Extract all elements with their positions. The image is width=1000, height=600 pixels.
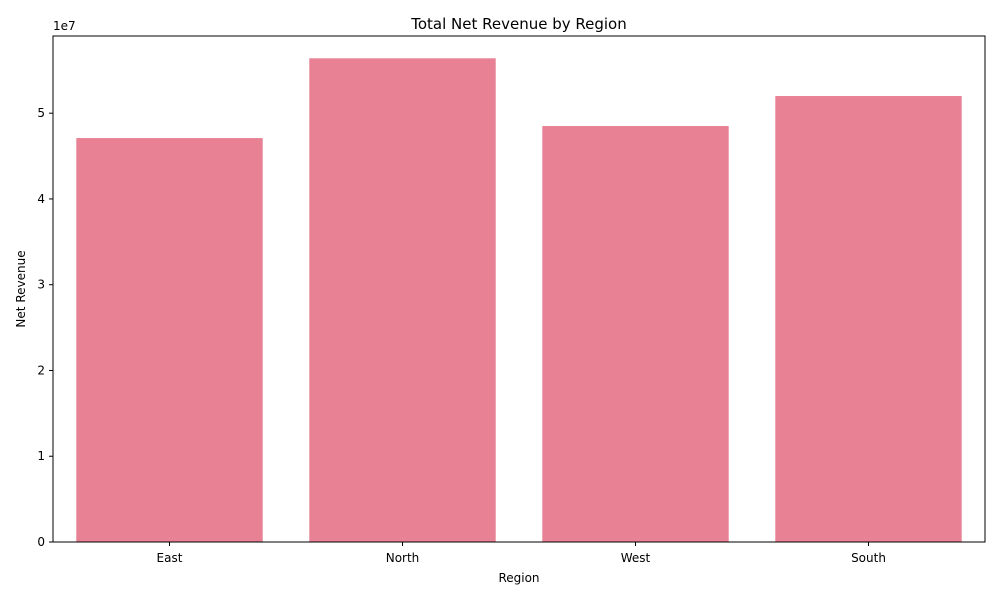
bar-west <box>542 126 729 543</box>
x-tick-label-south: South <box>851 551 886 565</box>
bar-east <box>76 138 263 542</box>
x-axis-label: Region <box>498 571 539 585</box>
bar-south <box>775 96 962 542</box>
chart-title: Total Net Revenue by Region <box>410 15 627 33</box>
y-axis-ticks: 0 1 2 3 4 5 <box>37 106 53 549</box>
x-tick-label-north: North <box>386 551 420 565</box>
x-tick-label-east: East <box>157 551 183 565</box>
x-axis-ticks: East North West South <box>157 542 886 565</box>
y-axis-label: Net Revenue <box>14 250 28 327</box>
y-tick-label-3: 3 <box>37 278 45 292</box>
y-tick-label-5: 5 <box>37 106 45 120</box>
y-tick-label-2: 2 <box>37 363 45 377</box>
y-tick-label-0: 0 <box>37 535 45 549</box>
bars-group <box>76 58 962 543</box>
x-tick-label-west: West <box>621 551 651 565</box>
y-tick-label-4: 4 <box>37 192 45 206</box>
bar-north <box>309 58 496 543</box>
y-tick-label-1: 1 <box>37 449 45 463</box>
plot-frame <box>52 35 986 543</box>
y-axis-offset-label: 1e7 <box>53 19 76 33</box>
